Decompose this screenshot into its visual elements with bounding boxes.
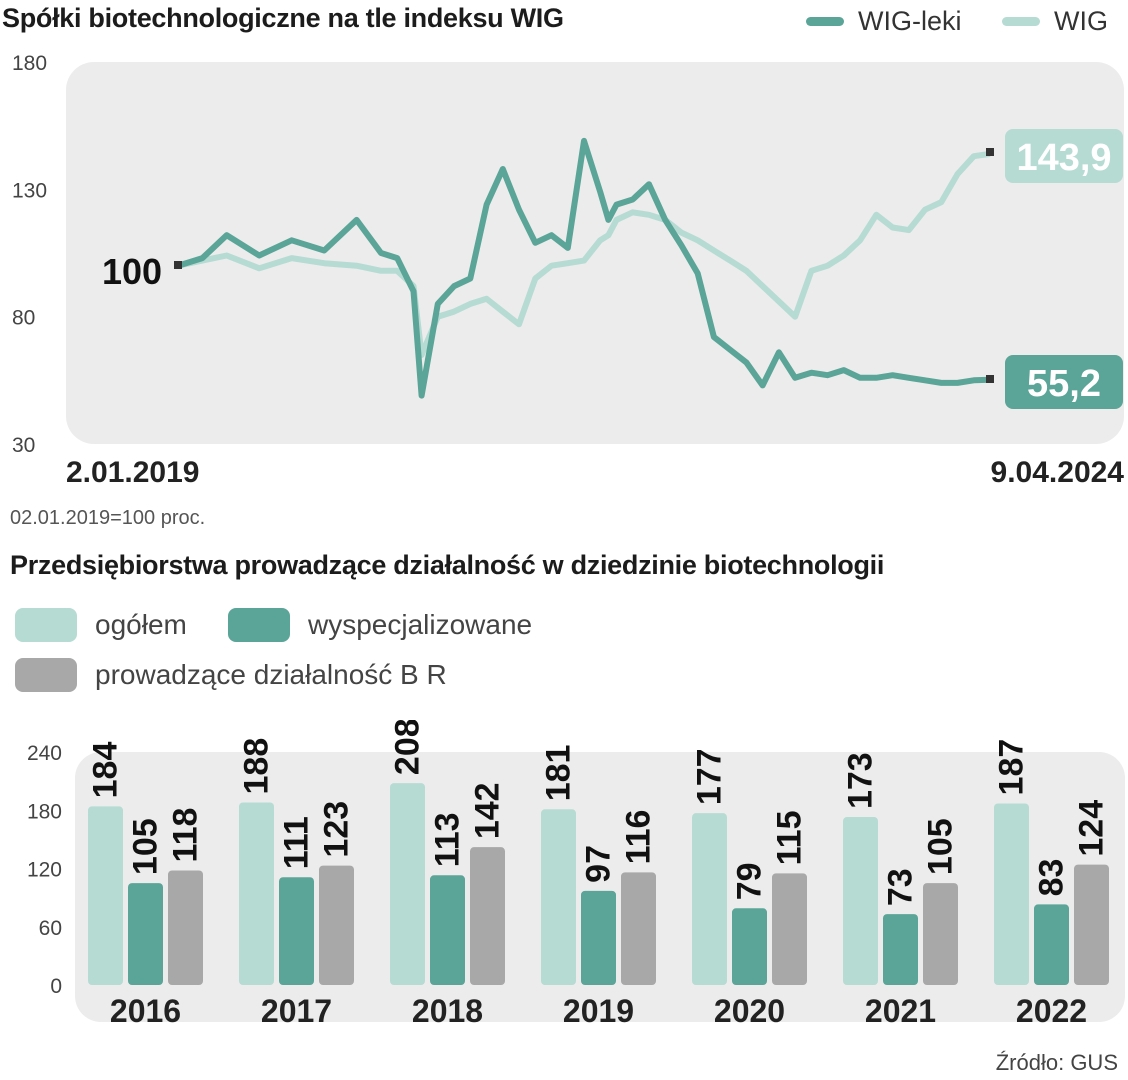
legend-label-wig: WIG: [1054, 6, 1108, 36]
legend-item-br: prowadzące działalność B R: [15, 658, 447, 692]
legend-swatch-br: [15, 658, 77, 692]
bar-value-label: 73: [882, 868, 920, 906]
bar-value-label: 177: [691, 748, 729, 805]
end-badge-wig-leki: [1005, 355, 1123, 409]
bar-value-label: 208: [389, 720, 427, 775]
legend-item-ogolem: ogółem: [15, 608, 187, 642]
bar-y-tick-0: 0: [50, 975, 62, 998]
bar-2016-wyspecjalizowane: [128, 883, 163, 985]
bar-value-label: 105: [922, 818, 960, 875]
bar-value-label: 111: [278, 816, 316, 869]
legend-item-wig-leki: WIG-leki: [806, 6, 962, 37]
x-category-2018: 2018: [412, 993, 483, 1029]
bar-2022-wyspecjalizowane: [1034, 904, 1069, 985]
bar-chart-title: Przedsiębiorstwa prowadzące działalność …: [10, 550, 885, 580]
y-tick-30: 30: [12, 434, 35, 457]
end-value-wig-leki: 55,2: [1027, 363, 1101, 405]
legend-label-ogolem: ogółem: [95, 609, 187, 640]
y-tick-80: 80: [12, 307, 35, 330]
bar-2017-wyspecjalizowane: [279, 877, 314, 985]
bar-2018-br: [470, 847, 505, 985]
legend-label-wyspecjalizowane: wyspecjalizowane: [308, 609, 533, 640]
bar-value-label: 187: [993, 739, 1031, 796]
bar-2016-ogolem: [88, 806, 123, 985]
bar-2021-wyspecjalizowane: [883, 914, 918, 985]
x-category-2016: 2016: [110, 993, 181, 1029]
legend-swatch-ogolem: [15, 608, 77, 642]
x-category-2020: 2020: [714, 993, 785, 1029]
x-category-2017: 2017: [261, 993, 332, 1029]
bar-2020-wyspecjalizowane: [732, 908, 767, 985]
y-tick-180: 180: [12, 52, 47, 75]
bar-2020-br: [772, 873, 807, 985]
bar-2018-ogolem: [390, 783, 425, 985]
bar-value-label: 105: [127, 818, 165, 875]
bar-value-label: 184: [87, 742, 125, 799]
end-marker-wig-leki: [986, 375, 994, 383]
series-line-wig: [177, 150, 991, 358]
start-value-label: 100: [102, 251, 162, 292]
bar-2019-ogolem: [541, 809, 576, 985]
end-marker-wig: [986, 148, 994, 156]
bar-value-label: 118: [167, 808, 205, 863]
bar-value-label: 181: [540, 745, 578, 802]
bar-2022-ogolem: [994, 803, 1029, 985]
bar-value-label: 173: [842, 752, 880, 809]
bar-y-tick-180: 180: [27, 800, 62, 823]
bar-2017-ogolem: [239, 802, 274, 985]
legend-label-wig-leki: WIG-leki: [858, 6, 962, 36]
bar-2019-wyspecjalizowane: [581, 890, 616, 985]
line-chart: 180 130 80 30 100 143,9 55,2 2.01.2019 9.04…: [12, 52, 1125, 489]
start-marker: [174, 261, 182, 269]
legend-item-wyspecjalizowane: wyspecjalizowane: [228, 608, 532, 642]
x-category-2022: 2022: [1016, 993, 1087, 1029]
legend-swatch-wyspecjalizowane: [228, 608, 290, 642]
legend-swatch-wig-leki: [806, 17, 844, 26]
bar-value-label: 83: [1033, 859, 1071, 897]
bar-2017-br: [319, 865, 354, 985]
source-note: Źródło: GUS: [995, 1050, 1118, 1075]
bar-2022-br: [1074, 864, 1109, 985]
y-tick-130: 130: [12, 179, 47, 202]
line-chart-panel: [66, 62, 1124, 444]
bar-y-tick-60: 60: [39, 917, 62, 940]
legend-item-wig: WIG: [1002, 6, 1108, 37]
bar-value-label: 142: [469, 782, 507, 839]
bar-value-label: 123: [318, 801, 356, 858]
x-axis-end-date: 9.04.2024: [991, 456, 1125, 489]
bar-value-label: 115: [771, 810, 809, 865]
index-base-note: 02.01.2019=100 proc.: [10, 507, 206, 529]
bar-value-label: 124: [1073, 800, 1111, 857]
bar-y-tick-240: 240: [27, 742, 62, 765]
bar-2020-ogolem: [692, 813, 727, 985]
legend-swatch-wig: [1002, 17, 1040, 26]
bar-value-label: 188: [238, 738, 276, 795]
bar-2021-br: [923, 883, 958, 985]
series-line-wig-leki: [177, 137, 991, 399]
x-category-2019: 2019: [563, 993, 634, 1029]
bar-value-label: 79: [731, 862, 769, 900]
bar-2018-wyspecjalizowane: [430, 875, 465, 985]
bar-2019-br: [621, 872, 656, 985]
line-chart-title: Spółki biotechnologiczne na tle indeksu …: [2, 3, 564, 33]
bar-value-label: 113: [429, 812, 467, 867]
legend-label-br: prowadzące działalność B R: [95, 659, 447, 690]
x-axis-start-date: 2.01.2019: [66, 456, 199, 489]
end-badge-wig: [1005, 129, 1123, 183]
bar-value-label: 116: [620, 810, 658, 865]
bar-y-tick-120: 120: [27, 859, 62, 882]
bar-2021-ogolem: [843, 817, 878, 985]
bar-2016-br: [168, 870, 203, 985]
bar-value-label: 97: [580, 845, 618, 883]
x-category-2021: 2021: [865, 993, 936, 1029]
end-value-wig: 143,9: [1016, 137, 1111, 179]
